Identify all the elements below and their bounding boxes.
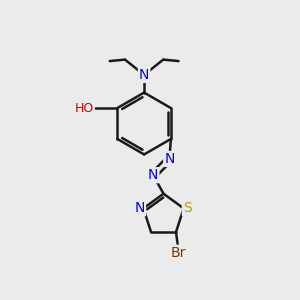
Text: N: N bbox=[164, 152, 175, 166]
Text: HO: HO bbox=[74, 101, 94, 115]
Text: N: N bbox=[139, 68, 149, 82]
Text: N: N bbox=[148, 168, 158, 182]
Text: N: N bbox=[135, 201, 145, 215]
Text: S: S bbox=[183, 201, 192, 215]
Text: Br: Br bbox=[171, 246, 186, 260]
